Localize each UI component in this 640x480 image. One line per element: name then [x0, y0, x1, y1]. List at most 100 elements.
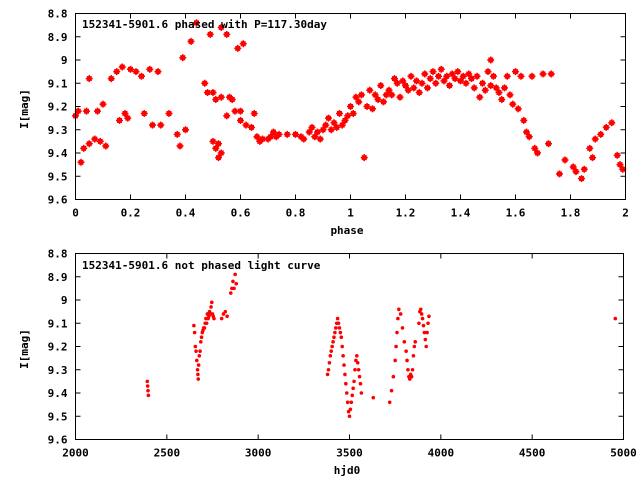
data-point: [387, 400, 392, 405]
data-point: [417, 321, 421, 326]
data-point: [233, 272, 237, 277]
data-point: [343, 372, 347, 377]
data-point: [248, 123, 255, 131]
data-point: [462, 79, 470, 87]
data-point: [322, 121, 330, 129]
data-point: [358, 381, 363, 386]
top-y-tick-label: 9.5: [48, 170, 68, 183]
data-point: [225, 314, 229, 319]
data-point: [308, 123, 316, 131]
data-point: [506, 91, 514, 99]
data-point: [311, 133, 319, 141]
data-point: [212, 144, 220, 152]
data-point: [270, 128, 277, 136]
top-x-tick-label: 0.8: [286, 207, 306, 220]
top-ticks: 0 0.2 0.4 0.6 0.8 1 1.2 1.4 1.6 1.8 2 8.8 8.9 9 9.1 9.2…: [48, 8, 629, 220]
top-x-tick-label: 1.6: [506, 207, 526, 220]
data-point: [196, 372, 200, 377]
data-point: [275, 130, 283, 138]
data-point: [545, 140, 552, 148]
top-panel: 0 0.2 0.4 0.6 0.8 1 1.2 1.4 1.6 1.8 2 8.8 8.9 9 9.1 9.2…: [18, 8, 629, 238]
data-point: [451, 75, 459, 83]
data-point: [514, 105, 522, 113]
data-point: [437, 65, 445, 73]
data-point: [396, 316, 400, 321]
data-point: [359, 391, 364, 395]
data-point: [340, 344, 344, 349]
data-point: [476, 93, 484, 101]
data-point: [327, 360, 332, 365]
data-point: [405, 358, 409, 363]
top-x-tick-label: 1: [347, 207, 354, 220]
data-point: [334, 326, 338, 330]
bottom-x-tick-label: 5000: [610, 447, 637, 460]
data-point: [426, 75, 434, 83]
data-point: [531, 144, 539, 152]
data-point: [572, 168, 580, 176]
data-point: [616, 161, 624, 169]
bottom-x-tick-label: 2000: [62, 447, 89, 460]
data-point: [492, 84, 500, 92]
data-point: [404, 349, 408, 353]
data-point: [239, 40, 247, 48]
data-point: [487, 56, 495, 64]
data-point: [116, 116, 123, 124]
data-point: [454, 68, 462, 76]
data-point: [413, 77, 420, 85]
bottom-plot-points: [145, 272, 618, 419]
data-point: [124, 114, 132, 122]
data-point: [204, 321, 209, 326]
bottom-y-tick-label: 9: [61, 294, 68, 307]
top-plot-points: [72, 19, 627, 183]
data-point: [209, 300, 214, 305]
data-point: [422, 330, 427, 335]
data-point: [215, 140, 222, 148]
data-point: [509, 100, 517, 108]
bottom-x-tick-label: 3000: [245, 447, 272, 460]
data-point: [232, 286, 236, 291]
data-point: [418, 307, 423, 312]
data-point: [391, 75, 398, 83]
data-point: [199, 340, 203, 344]
top-y-tick-label: 8.9: [48, 31, 68, 44]
top-x-axis-label: phase: [330, 224, 363, 237]
data-point: [209, 89, 217, 97]
data-point: [501, 84, 508, 92]
data-point: [202, 326, 207, 330]
data-point: [149, 121, 156, 129]
data-point: [352, 93, 360, 101]
data-point: [329, 349, 334, 353]
data-point: [608, 119, 616, 127]
data-point: [457, 77, 464, 85]
data-point: [355, 360, 360, 365]
data-point: [425, 330, 429, 335]
data-point: [413, 340, 418, 344]
bottom-panel: 2000 2500 3000 3500 4000 4500 5000 8.8 8.9 9 9.1 9.…: [18, 248, 637, 478]
data-point: [523, 128, 530, 136]
data-point: [589, 154, 596, 162]
data-point: [118, 63, 126, 71]
data-point: [402, 340, 407, 344]
data-point: [145, 379, 150, 384]
top-x-tick-label: 1.4: [451, 207, 471, 220]
data-point: [349, 109, 357, 117]
data-point: [377, 82, 385, 90]
data-point: [357, 374, 362, 379]
data-point: [242, 121, 250, 129]
data-point: [465, 70, 473, 78]
bottom-y-tick-label: 9.4: [48, 387, 68, 400]
bottom-y-tick-label: 8.8: [48, 248, 68, 261]
data-point: [336, 109, 343, 117]
data-point: [479, 79, 486, 87]
data-point: [348, 407, 353, 412]
data-point: [406, 367, 410, 372]
data-point: [528, 72, 536, 80]
data-point: [569, 163, 577, 171]
data-point: [404, 86, 412, 94]
data-point: [580, 165, 588, 173]
data-point: [380, 98, 387, 106]
data-point: [344, 112, 352, 120]
data-point: [194, 349, 198, 353]
data-point: [341, 116, 349, 124]
data-point: [470, 84, 478, 92]
